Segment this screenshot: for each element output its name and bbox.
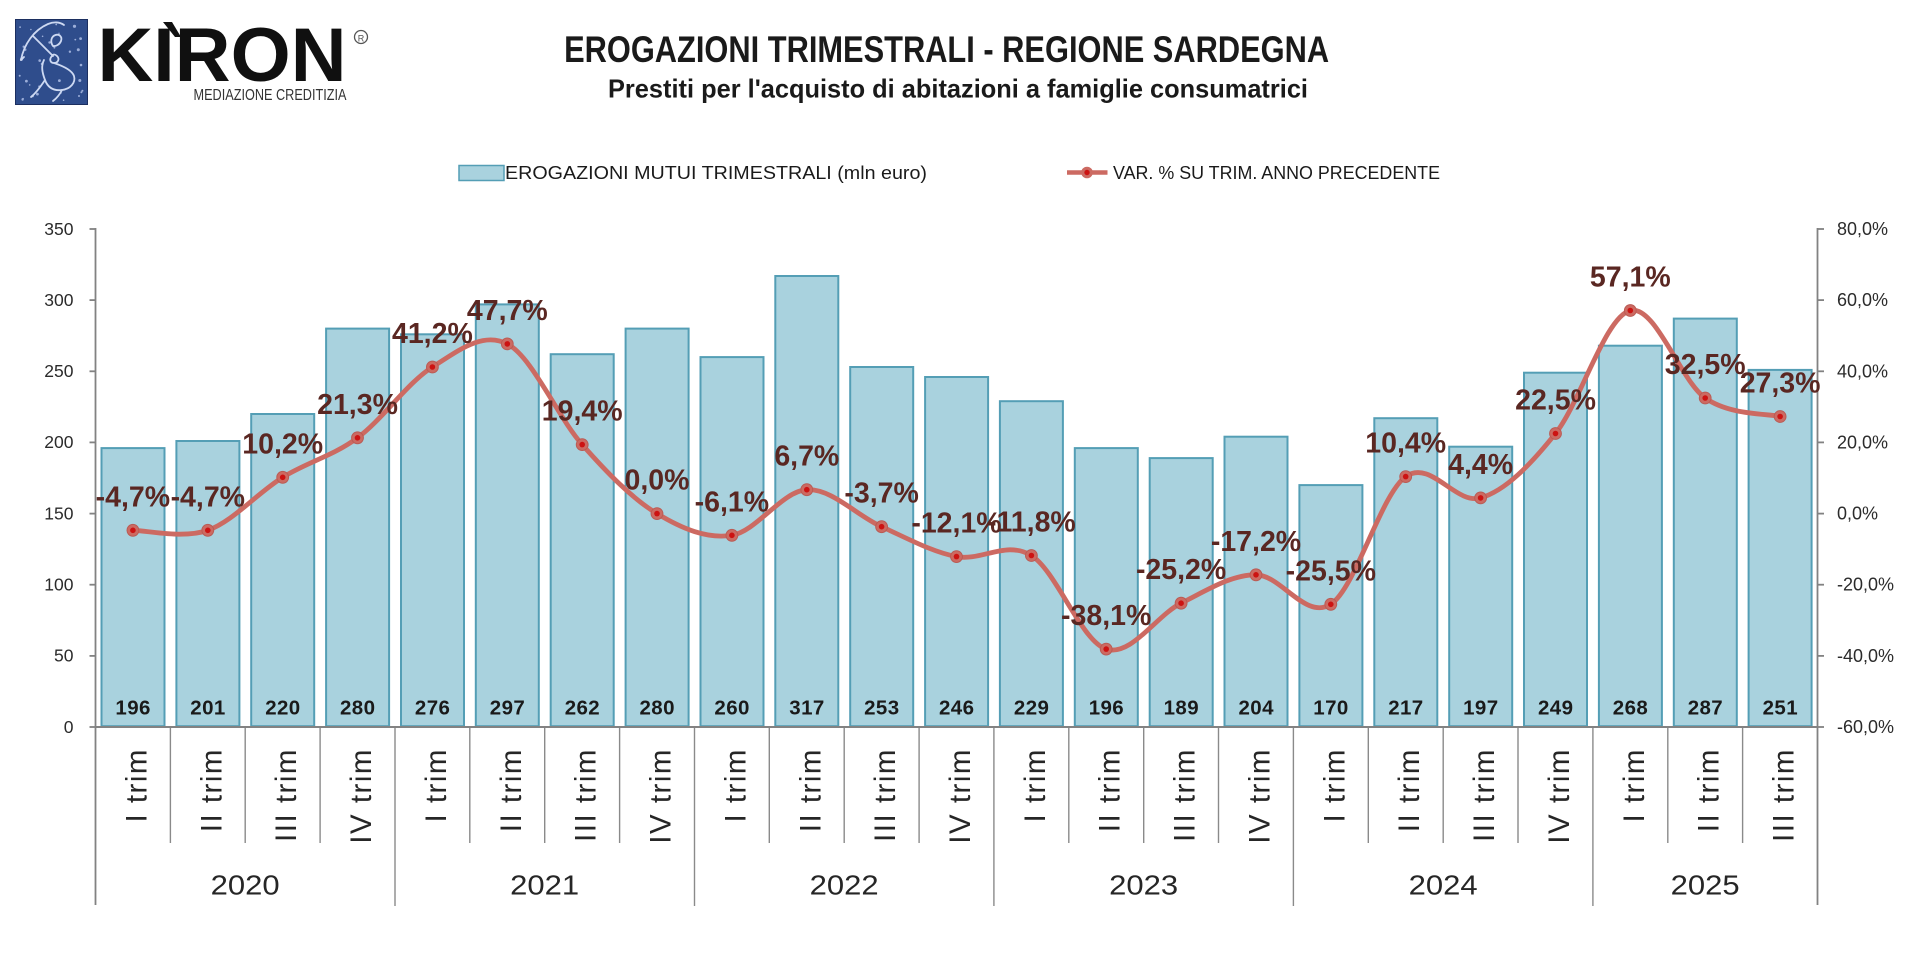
svg-text:I trim: I trim <box>1318 748 1351 823</box>
svg-text:350: 350 <box>44 219 73 239</box>
svg-text:EROGAZIONI MUTUI TRIMESTRALI (: EROGAZIONI MUTUI TRIMESTRALI (mln euro) <box>505 162 927 183</box>
svg-text:-4,7%: -4,7% <box>96 481 170 513</box>
svg-text:III trim: III trim <box>570 748 603 842</box>
svg-text:II trim: II trim <box>794 748 827 832</box>
svg-text:III trim: III trim <box>1768 748 1801 842</box>
svg-text:229: 229 <box>1014 697 1049 720</box>
svg-text:201: 201 <box>190 697 225 720</box>
svg-text:20,0%: 20,0% <box>1837 432 1888 452</box>
svg-text:250: 250 <box>44 361 73 381</box>
svg-text:246: 246 <box>939 697 974 720</box>
svg-text:-12,1%: -12,1% <box>911 508 1001 540</box>
svg-text:6,7%: 6,7% <box>774 441 839 473</box>
svg-text:10,4%: 10,4% <box>1365 428 1446 460</box>
svg-text:MEDIAZIONE CREDITIZIA: MEDIAZIONE CREDITIZIA <box>194 87 347 104</box>
svg-text:2024: 2024 <box>1409 870 1478 901</box>
svg-text:-11,8%: -11,8% <box>987 507 1076 539</box>
svg-text:II trim: II trim <box>495 748 528 832</box>
svg-text:-3,7%: -3,7% <box>844 478 918 510</box>
svg-text:I trim: I trim <box>420 748 453 823</box>
svg-text:170: 170 <box>1313 697 1348 720</box>
svg-text:0: 0 <box>64 717 74 737</box>
svg-text:-25,5%: -25,5% <box>1286 555 1376 587</box>
svg-text:268: 268 <box>1613 697 1648 720</box>
svg-text:204: 204 <box>1239 697 1275 720</box>
svg-text:60,0%: 60,0% <box>1837 290 1888 310</box>
svg-text:262: 262 <box>565 697 600 720</box>
svg-text:196: 196 <box>1089 697 1124 720</box>
svg-text:IV trim: IV trim <box>944 748 977 844</box>
svg-text:III trim: III trim <box>1468 748 1501 842</box>
svg-text:21,3%: 21,3% <box>317 389 398 421</box>
svg-text:197: 197 <box>1463 697 1498 720</box>
svg-text:II trim: II trim <box>1393 748 1426 832</box>
svg-text:0,0%: 0,0% <box>1837 504 1878 524</box>
svg-text:220: 220 <box>265 697 300 720</box>
svg-text:EROGAZIONI TRIMESTRALI - REGI: EROGAZIONI TRIMESTRALI - REGIONE SARDEGN… <box>564 29 1329 70</box>
svg-text:200: 200 <box>44 432 73 452</box>
svg-text:80,0%: 80,0% <box>1837 219 1888 239</box>
svg-text:22,5%: 22,5% <box>1515 385 1596 417</box>
svg-text:-25,2%: -25,2% <box>1136 554 1226 586</box>
svg-text:III trim: III trim <box>270 748 303 842</box>
svg-text:300: 300 <box>44 290 73 310</box>
svg-text:2020: 2020 <box>211 870 280 901</box>
svg-text:IV trim: IV trim <box>1543 748 1576 844</box>
svg-text:2022: 2022 <box>810 870 879 901</box>
svg-text:189: 189 <box>1164 697 1199 720</box>
svg-text:47,7%: 47,7% <box>467 295 548 327</box>
svg-text:317: 317 <box>789 697 824 720</box>
svg-text:280: 280 <box>640 697 675 720</box>
svg-text:27,3%: 27,3% <box>1740 368 1821 400</box>
svg-text:217: 217 <box>1388 697 1423 720</box>
svg-text:KIRON: KIRON <box>98 13 347 98</box>
svg-text:40,0%: 40,0% <box>1837 361 1888 381</box>
svg-text:I trim: I trim <box>120 748 153 823</box>
svg-text:I trim: I trim <box>719 748 752 823</box>
svg-text:IV trim: IV trim <box>1244 748 1277 844</box>
svg-text:19,4%: 19,4% <box>542 396 623 428</box>
svg-text:10,2%: 10,2% <box>242 428 323 460</box>
svg-text:287: 287 <box>1688 697 1723 720</box>
svg-text:100: 100 <box>44 575 73 595</box>
svg-text:0,0%: 0,0% <box>625 465 690 497</box>
svg-text:196: 196 <box>115 697 150 720</box>
svg-text:280: 280 <box>340 697 375 720</box>
svg-text:249: 249 <box>1538 697 1573 720</box>
svg-text:32,5%: 32,5% <box>1665 349 1746 381</box>
svg-text:150: 150 <box>44 503 73 523</box>
svg-text:VAR. % SU TRIM. ANNO PRECEDENT: VAR. % SU TRIM. ANNO PRECEDENTE <box>1113 162 1440 183</box>
svg-text:-60,0%: -60,0% <box>1837 717 1894 737</box>
svg-text:II trim: II trim <box>1094 748 1127 832</box>
svg-text:IV trim: IV trim <box>645 748 678 844</box>
svg-text:2025: 2025 <box>1671 870 1740 901</box>
svg-text:4,4%: 4,4% <box>1448 449 1513 481</box>
svg-text:-17,2%: -17,2% <box>1211 526 1301 558</box>
svg-text:253: 253 <box>864 697 899 720</box>
svg-text:-20,0%: -20,0% <box>1837 575 1894 595</box>
svg-text:276: 276 <box>415 697 450 720</box>
svg-text:II trim: II trim <box>195 748 228 832</box>
svg-text:IV trim: IV trim <box>345 748 378 844</box>
svg-text:-38,1%: -38,1% <box>1061 600 1151 632</box>
svg-text:-6,1%: -6,1% <box>695 486 769 518</box>
svg-text:R: R <box>358 34 365 44</box>
svg-text:I trim: I trim <box>1019 748 1052 823</box>
svg-text:I trim: I trim <box>1618 748 1651 823</box>
svg-text:II trim: II trim <box>1693 748 1726 832</box>
svg-text:Prestiti per l'acquisto di abi: Prestiti per l'acquisto di abitazioni a … <box>608 73 1308 103</box>
svg-text:2021: 2021 <box>510 870 579 901</box>
svg-text:251: 251 <box>1763 697 1798 720</box>
svg-text:260: 260 <box>714 697 749 720</box>
svg-text:III trim: III trim <box>869 748 902 842</box>
svg-text:III trim: III trim <box>1169 748 1202 842</box>
svg-text:41,2%: 41,2% <box>392 318 473 350</box>
svg-text:50: 50 <box>54 646 74 666</box>
svg-text:57,1%: 57,1% <box>1590 262 1671 294</box>
svg-text:-4,7%: -4,7% <box>171 481 245 513</box>
svg-text:2023: 2023 <box>1109 870 1178 901</box>
svg-text:-40,0%: -40,0% <box>1837 646 1894 666</box>
svg-text:297: 297 <box>490 697 525 720</box>
